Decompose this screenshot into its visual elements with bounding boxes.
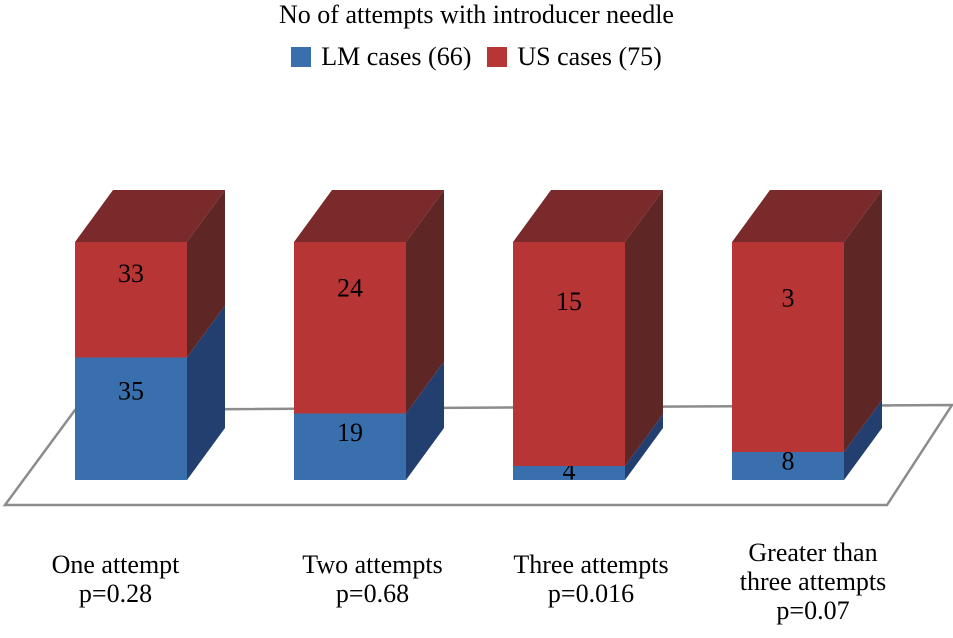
legend-item-lm-cases: LM cases (66)	[291, 42, 471, 72]
legend-swatch-us-cases	[487, 47, 508, 67]
bar-side-0-2	[625, 414, 663, 480]
legend-label-us-cases: US cases (75)	[517, 42, 662, 71]
bar-side-1-1	[406, 190, 444, 414]
chart-floor-plane	[2, 403, 953, 507]
bar-side-1-2	[625, 190, 663, 466]
bar-side-0-3	[844, 400, 882, 480]
legend-label-lm-cases: LM cases (66)	[321, 42, 472, 71]
category-label-greater-than-three-attempts: Greater than three attempts p=0.07	[739, 538, 887, 625]
bar-segment-1-2	[513, 242, 625, 466]
bar-top-face-0	[75, 190, 225, 242]
bar-data-label-0-0: 35	[118, 376, 144, 405]
bar-data-label-1-3: 3	[782, 284, 795, 313]
chart-title: No of attempts with introducer needle	[279, 0, 674, 29]
bar-segment-0-1	[294, 413, 406, 480]
bar-segment-1-3	[732, 242, 844, 452]
category-label-three-attempts: Three attempts p=0.016	[513, 550, 669, 608]
category-label-two-attempts: Two attempts p=0.68	[302, 550, 443, 608]
bar-top-face-2	[513, 190, 663, 242]
bar-side-0-0	[187, 305, 225, 480]
bar-data-label-0-1: 19	[337, 418, 363, 447]
bar-top-face-1	[294, 190, 444, 242]
category-label-one-attempt: One attempt p=0.28	[51, 550, 180, 608]
bar-data-label-1-0: 33	[118, 259, 144, 288]
legend-swatch-lm-cases	[291, 47, 312, 67]
chart-legend: LM cases (66) US cases (75)	[0, 42, 953, 72]
bar-data-label-0-3: 8	[782, 446, 795, 475]
bar-data-label-0-2: 4	[563, 457, 576, 486]
bar-data-label-1-1: 24	[337, 274, 363, 303]
bar-segment-0-3	[732, 452, 844, 480]
bar-side-0-1	[406, 361, 444, 480]
bar-side-1-3	[844, 190, 882, 452]
bar-data-label-1-2: 15	[556, 287, 582, 316]
legend-item-us-cases: US cases (75)	[487, 42, 662, 72]
bar-segment-1-1	[294, 242, 406, 414]
bar-segment-0-0	[75, 357, 187, 480]
bar-segment-1-0	[75, 242, 187, 358]
bar-side-1-0	[187, 190, 225, 358]
bar-segment-0-2	[513, 466, 625, 480]
bar-top-face-3	[732, 190, 882, 242]
